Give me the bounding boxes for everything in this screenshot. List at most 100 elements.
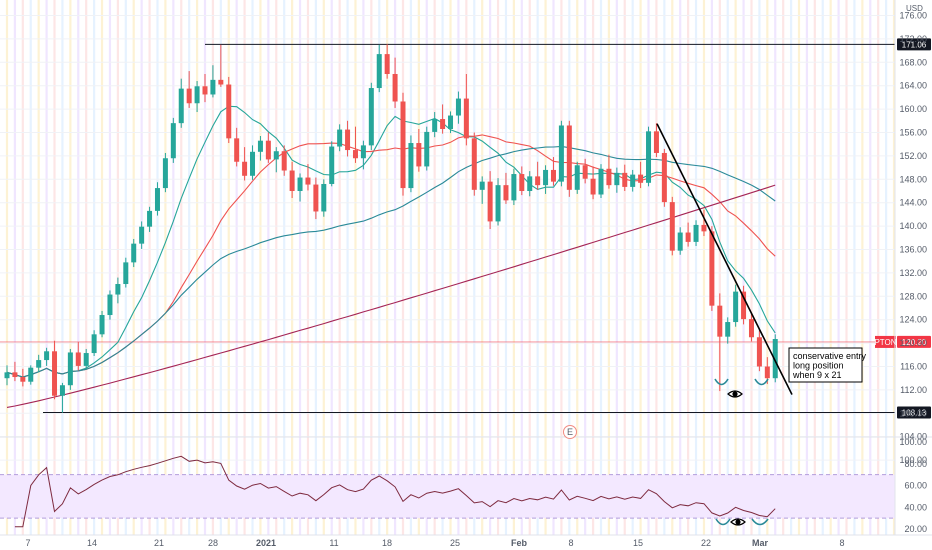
candle-body: [511, 174, 517, 201]
candle-body: [646, 131, 652, 183]
vertical-bands: [5, 0, 896, 535]
annotation-box: [788, 347, 863, 383]
candle-body: [535, 176, 541, 186]
candle-body: [638, 174, 644, 183]
candle-body: [194, 86, 200, 104]
candle-body: [202, 86, 208, 95]
candle-body: [455, 98, 461, 116]
candle-body: [566, 125, 572, 190]
candle-body: [622, 172, 628, 187]
candle-body: [186, 88, 192, 104]
candle-body: [162, 158, 168, 189]
smile-curve: [754, 378, 769, 386]
candle-body: [36, 360, 42, 368]
time-tick-label: 11: [329, 538, 338, 548]
earnings-marker[interactable]: E: [563, 425, 577, 439]
price-tick-label: 164.00: [899, 81, 927, 91]
time-tick-label: Feb: [511, 538, 528, 548]
candle-body: [178, 88, 184, 124]
price-tick-label: 136.00: [899, 245, 927, 255]
candle-body: [503, 185, 509, 201]
candle-body: [265, 140, 271, 160]
earnings-circle: [563, 425, 577, 439]
candle-body: [281, 151, 287, 171]
candle-body: [606, 168, 612, 186]
eye-pupil: [732, 391, 738, 397]
candle-body: [44, 351, 50, 361]
smile-curve: [715, 518, 731, 526]
candle-body: [368, 88, 374, 146]
candle-body: [147, 210, 153, 227]
annotation-line: when 9 x 21: [792, 370, 842, 380]
candle-body: [321, 183, 327, 212]
candle-body: [337, 129, 343, 147]
price-tick-label: 116.00: [900, 362, 927, 372]
price-tick-label: 176.00: [899, 11, 927, 21]
candle-body: [297, 177, 303, 191]
price-tick-label: 100.00: [899, 455, 927, 465]
candle-body: [677, 232, 683, 251]
time-tick-label: 7: [25, 538, 30, 548]
candle-body: [91, 334, 97, 354]
rsi-tick-label: 20.00: [904, 524, 927, 534]
candle-body: [99, 315, 105, 335]
smile-curve: [751, 518, 769, 526]
rsi-tick-label: 40.00: [904, 502, 927, 512]
smile-curve: [714, 378, 729, 386]
candle-body: [630, 174, 636, 187]
eye-icon: [730, 518, 746, 526]
candle-body: [12, 372, 18, 378]
candle-body: [558, 125, 564, 182]
moving-average-200: [6, 184, 776, 408]
candle-body: [305, 177, 311, 185]
candle-body: [131, 243, 137, 263]
currency-label: USD: [906, 4, 923, 13]
symbol-tag: [875, 335, 896, 348]
rsi-tick-label: 80.00: [904, 459, 927, 469]
candle-body: [218, 79, 224, 85]
earnings-letter: E: [567, 427, 573, 437]
candle-body: [550, 169, 556, 182]
candle-body: [226, 84, 232, 139]
eye-pupil: [735, 519, 741, 525]
time-axis[interactable]: 7 14 21 28 2021 11 18 25 Feb 8 15 22 Mar 8: [0, 534, 932, 548]
candle-body: [424, 131, 430, 167]
candle-body: [107, 294, 113, 316]
trendline[interactable]: [656, 123, 793, 395]
price-tick-label: 140.00: [899, 221, 927, 231]
candle-body: [495, 185, 501, 222]
price-tick-label: 156.00: [899, 128, 927, 138]
price-tag: [897, 38, 931, 51]
candle-body: [741, 291, 747, 320]
price-tick-label: 128.00: [899, 291, 927, 301]
candle-body: [59, 385, 65, 396]
price-axis[interactable]: 176.00 172.00 168.00 164.00 160.00 156.00 152.…: [894, 0, 927, 535]
candle-body: [289, 170, 295, 191]
time-tick-label: 8: [839, 538, 844, 548]
candle-body: [701, 224, 707, 232]
candle-body: [352, 150, 358, 159]
price-tick-label: 120.00: [899, 338, 927, 348]
candle-body: [115, 284, 121, 295]
time-tick-label: 25: [450, 538, 460, 548]
candle-body: [527, 176, 533, 191]
candle-body: [598, 168, 604, 195]
candle-body: [669, 202, 675, 251]
candle-body: [313, 184, 319, 212]
candle-body: [234, 138, 240, 162]
time-tick-label: 22: [701, 538, 711, 548]
time-tick-label: 28: [208, 538, 218, 548]
price-tick-label: 132.00: [899, 268, 927, 278]
candle-body: [582, 165, 588, 179]
candle-body: [590, 178, 596, 195]
candle-body: [170, 123, 176, 159]
candle-body: [471, 138, 477, 190]
candle-body: [717, 305, 723, 337]
horizontal-levels[interactable]: 171.06 108.13 120.20 PTON: [0, 38, 931, 419]
candle-body: [67, 352, 73, 386]
candle-body: [709, 231, 715, 306]
